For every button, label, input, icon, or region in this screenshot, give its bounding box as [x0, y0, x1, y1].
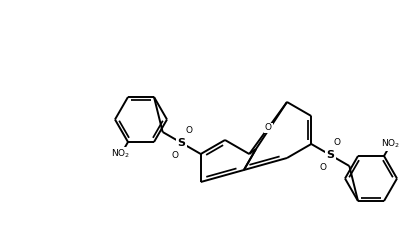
Text: S: S — [326, 150, 333, 160]
Text: O: O — [333, 138, 340, 147]
Text: NO$_2$: NO$_2$ — [380, 138, 400, 150]
Text: O: O — [185, 126, 192, 135]
Text: O: O — [171, 151, 178, 160]
Text: NO$_2$: NO$_2$ — [111, 148, 130, 160]
Text: O: O — [264, 123, 271, 132]
Text: S: S — [177, 138, 185, 148]
Text: O: O — [319, 163, 326, 172]
